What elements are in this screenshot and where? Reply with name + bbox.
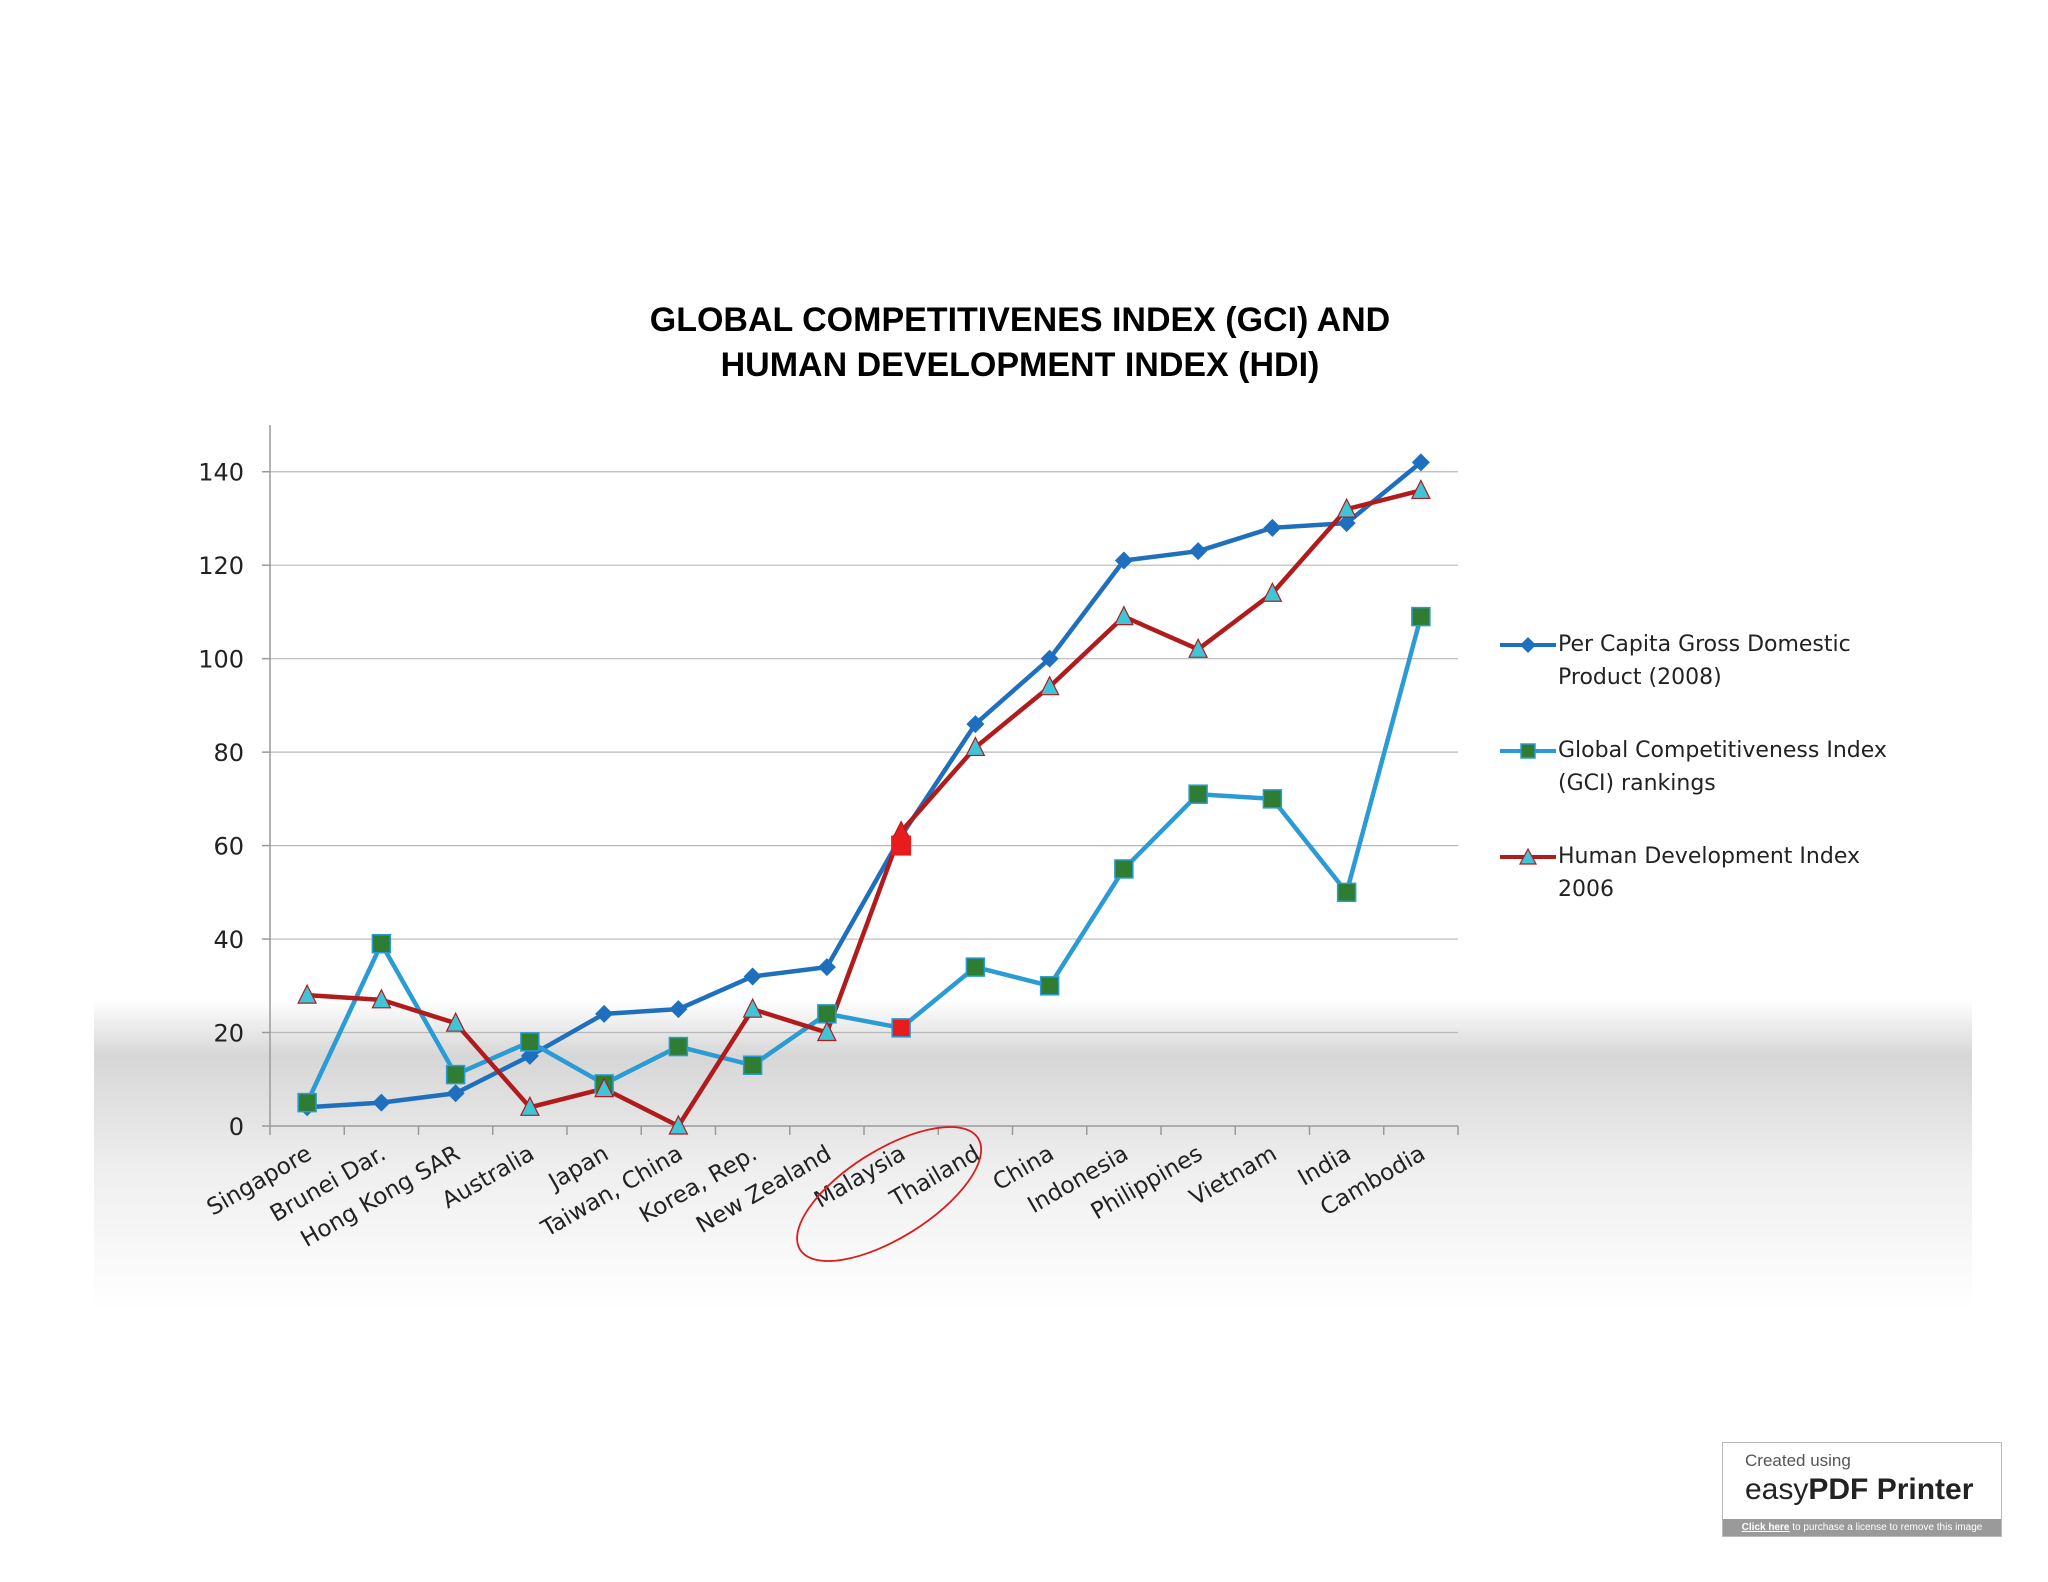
malaysia-highlight-marker bbox=[891, 835, 912, 856]
chart-title-line-1: GLOBAL COMPETITIVENES INDEX (GCI) AND bbox=[649, 301, 1391, 339]
series-0-point-9 bbox=[966, 715, 985, 734]
series-2-point-10 bbox=[1039, 675, 1060, 696]
series-1-point-6 bbox=[742, 1055, 763, 1075]
legend-label-gci-line-1: Global Competitiveness Index bbox=[1558, 738, 1887, 763]
series-0-point-14 bbox=[1337, 514, 1356, 533]
series-1-point-15 bbox=[1411, 606, 1431, 627]
chart-title-line-2: HUMAN DEVELOPMENT INDEX (HDI) bbox=[720, 346, 1320, 384]
series-1-point-13 bbox=[1262, 789, 1283, 809]
series-2-point-1 bbox=[371, 988, 392, 1009]
series-2-point-7 bbox=[816, 1021, 837, 1042]
y-tick-label-20: 20 bbox=[213, 1020, 244, 1048]
series-0-point-7 bbox=[817, 958, 836, 977]
series-1-point-11 bbox=[1114, 859, 1134, 879]
series-0-point-12 bbox=[1189, 542, 1208, 561]
background-band bbox=[94, 1000, 1972, 1310]
badge-brand: easyPDF Printer bbox=[1745, 1473, 1973, 1507]
series-2-point-3 bbox=[519, 1095, 540, 1116]
easypdf-watermark-badge[interactable]: Created using easyPDF Printer Click here… bbox=[1722, 1442, 2002, 1537]
legend-item-gdp: Per Capita Gross Domestic Product (2008) bbox=[1500, 628, 1920, 694]
series-0-point-4 bbox=[595, 1004, 614, 1023]
series-2-point-11 bbox=[1113, 605, 1134, 626]
badge-brand-light: easy bbox=[1745, 1473, 1809, 1506]
legend-item-hdi: Human Development Index 2006 bbox=[1500, 840, 1920, 906]
badge-footer: Click here to purchase a license to remo… bbox=[1723, 1519, 2001, 1536]
legend-label-gci-line-2: (GCI) rankings bbox=[1558, 771, 1716, 796]
series-2-point-4 bbox=[594, 1077, 615, 1098]
legend-label-hdi-line-1: Human Development Index bbox=[1558, 844, 1860, 869]
series-2-point-5 bbox=[668, 1114, 689, 1135]
series-0-point-5 bbox=[669, 1000, 688, 1019]
series-0-point-2 bbox=[446, 1084, 465, 1103]
legend-swatch-hdi bbox=[1500, 847, 1556, 865]
series-1-point-12 bbox=[1188, 784, 1208, 804]
series-0-point-1 bbox=[372, 1093, 391, 1112]
series-2-point-6 bbox=[742, 997, 763, 1018]
series-1-point-9 bbox=[965, 957, 986, 977]
badge-brand-bold: PDF Printer bbox=[1808, 1473, 1974, 1506]
series-1-point-5 bbox=[668, 1036, 689, 1057]
series-2-point-15 bbox=[1410, 479, 1431, 500]
legend-swatch-gdp bbox=[1500, 637, 1556, 653]
series-1-point-0 bbox=[297, 1092, 317, 1113]
series-0-point-10 bbox=[1040, 649, 1059, 668]
badge-click-here-link[interactable]: Click here bbox=[1741, 1522, 1790, 1533]
y-tick-label-40: 40 bbox=[213, 926, 244, 954]
series-line-1 bbox=[305, 616, 1424, 1104]
y-tick-label-100: 100 bbox=[198, 646, 244, 674]
series-0-point-11 bbox=[1114, 551, 1133, 570]
series-2-point-12 bbox=[1188, 637, 1209, 658]
chart-title: GLOBAL COMPETITIVENES INDEX (GCI) AND HU… bbox=[520, 298, 1520, 388]
y-tick-label-60: 60 bbox=[213, 833, 244, 861]
legend-item-gci: Global Competitiveness Index (GCI) ranki… bbox=[1500, 734, 1920, 800]
series-1-point-2 bbox=[445, 1064, 466, 1085]
series-1-point-14 bbox=[1336, 882, 1357, 903]
series-0-point-15 bbox=[1411, 453, 1430, 472]
legend-swatch-gci bbox=[1500, 743, 1556, 759]
series-2-point-9 bbox=[965, 736, 986, 757]
series-1-point-8 bbox=[891, 1018, 911, 1038]
y-tick-label-0: 0 bbox=[229, 1113, 244, 1141]
series-2-point-0 bbox=[297, 983, 318, 1004]
series-1-point-7 bbox=[817, 1004, 837, 1024]
legend-label-gdp-line-1: Per Capita Gross Domestic bbox=[1558, 632, 1851, 657]
series-2-point-14 bbox=[1336, 497, 1357, 518]
series-1-point-10 bbox=[1039, 976, 1060, 996]
legend-label-gdp-line-2: Product (2008) bbox=[1558, 665, 1722, 690]
y-tick-label-120: 120 bbox=[198, 552, 244, 580]
series-line-2 bbox=[306, 488, 1422, 1129]
y-tick-label-140: 140 bbox=[198, 459, 244, 487]
chart-legend: Per Capita Gross Domestic Product (2008)… bbox=[1500, 628, 1920, 946]
series-1-point-1 bbox=[371, 933, 392, 954]
series-2-point-2 bbox=[445, 1011, 466, 1032]
series-0-point-13 bbox=[1263, 518, 1282, 537]
legend-label-hdi-line-2: 2006 bbox=[1558, 877, 1614, 902]
series-1-point-3 bbox=[520, 1032, 540, 1052]
series-line-0 bbox=[306, 460, 1423, 1110]
y-tick-label-80: 80 bbox=[213, 739, 244, 767]
badge-created-using: Created using bbox=[1745, 1451, 1851, 1470]
series-0-point-6 bbox=[743, 967, 762, 986]
malaysia-highlight-ellipse bbox=[796, 1126, 983, 1262]
badge-footer-text: to purchase a license to remove this ima… bbox=[1789, 1522, 1983, 1533]
series-2-point-13 bbox=[1262, 581, 1283, 602]
